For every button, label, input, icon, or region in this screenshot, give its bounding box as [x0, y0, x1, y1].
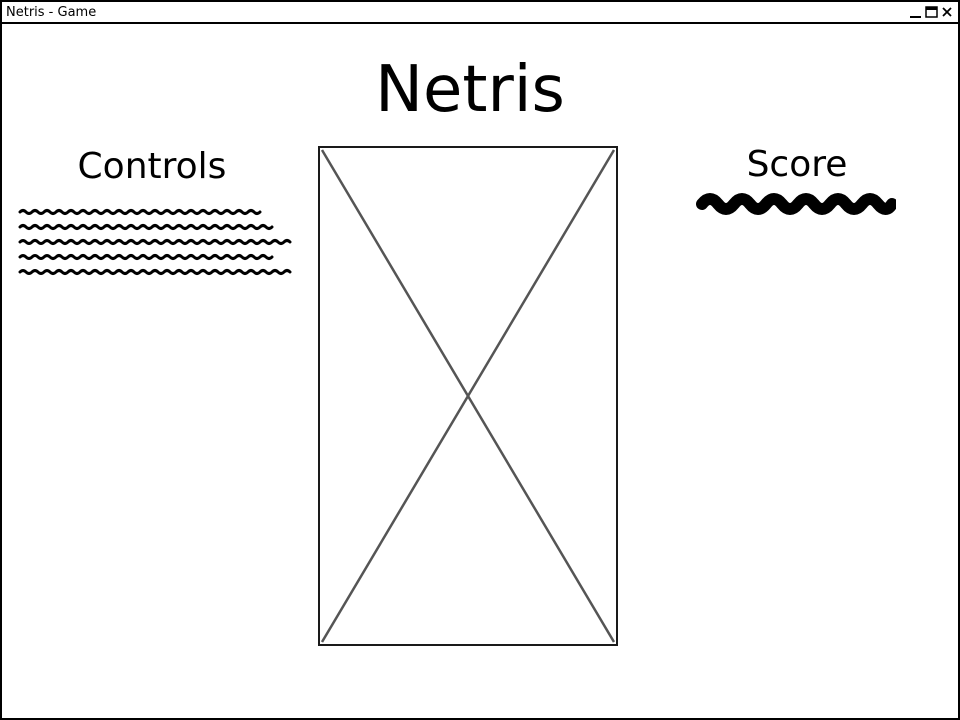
close-button[interactable]: [941, 4, 954, 20]
game-board[interactable]: [318, 146, 618, 646]
minimize-button[interactable]: [909, 4, 922, 20]
window-controls: [909, 3, 954, 21]
controls-heading: Controls: [77, 146, 227, 187]
maximize-button[interactable]: [925, 4, 938, 20]
title-bar[interactable]: Netris - Game: [2, 2, 958, 24]
window-title: Netris - Game: [6, 5, 97, 20]
minimize-icon: [910, 16, 921, 18]
scribble-line: [18, 224, 274, 230]
controls-text-placeholder: [18, 209, 292, 275]
scribble-line: [18, 254, 274, 260]
page-title: Netris: [375, 53, 565, 127]
close-icon: [942, 7, 952, 17]
scribble-line: [18, 209, 262, 215]
image-placeholder-icon: [320, 149, 616, 643]
scribble-line: [18, 269, 292, 275]
score-heading: Score: [746, 144, 848, 185]
score-value-placeholder: [696, 193, 896, 215]
maximize-icon: [925, 6, 938, 18]
scribble-line: [18, 239, 292, 245]
